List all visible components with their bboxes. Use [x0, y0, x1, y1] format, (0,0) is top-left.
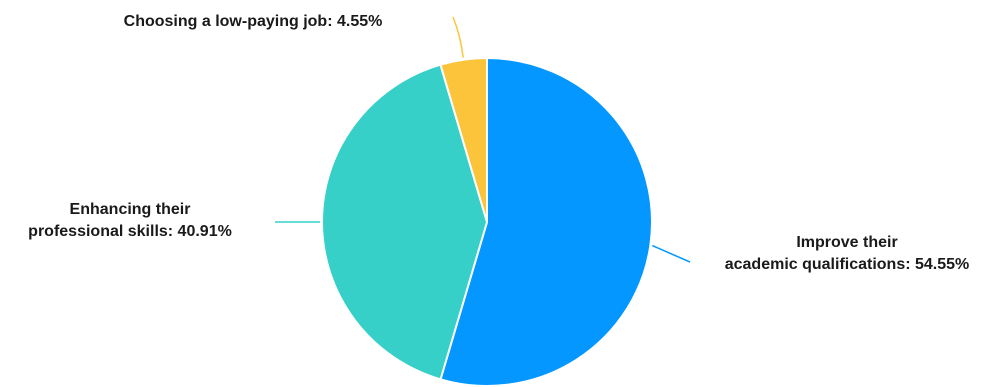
- data-label-3-line-1: Choosing a low-paying job: 4.55%: [124, 13, 383, 30]
- data-label-3: Choosing a low-paying job: 4.55%: [124, 13, 383, 30]
- pie-slices: [321, 57, 653, 387]
- data-label-1-line-2: academic qualifications: 54.55%: [725, 256, 970, 273]
- data-label-2: Enhancing their professional skills: 40.9…: [28, 201, 232, 240]
- data-label-1-line-1: Improve their: [796, 234, 897, 251]
- leader-lines: [275, 16, 691, 263]
- pie-slice-1: [439, 57, 653, 387]
- data-label-1: Improve their academic qualifications: 54…: [725, 234, 970, 273]
- pie-slice-3: [439, 57, 488, 223]
- data-label-2-line-1: Enhancing their: [70, 201, 191, 218]
- leader-line-3: [452, 16, 464, 58]
- data-label-2-line-2: professional skills: 40.91%: [28, 223, 232, 240]
- data-labels: Improve their academic qualifications: 54…: [28, 13, 969, 273]
- leader-line-1: [652, 244, 691, 263]
- pie-slice-2: [321, 63, 488, 381]
